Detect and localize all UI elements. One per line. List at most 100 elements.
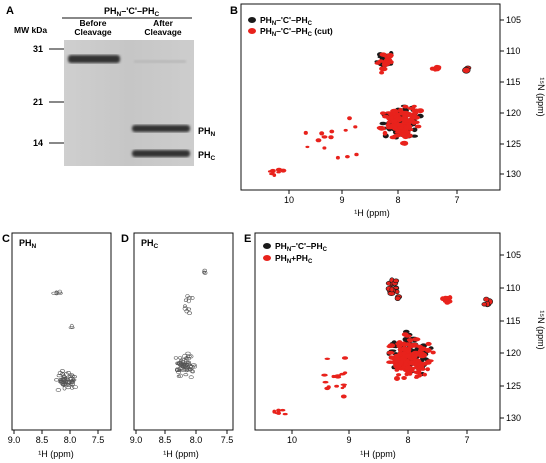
nmr-peak: [411, 120, 417, 125]
nmr-peak: [202, 271, 208, 275]
e-xtick-9: 9: [346, 435, 351, 445]
nmr-peak: [402, 104, 409, 109]
panel-e-frame: [254, 232, 501, 431]
nmr-peak: [68, 373, 74, 377]
panel-c: C PHN 9.0 8.5 8.0 7.5 ¹H (ppm): [2, 232, 112, 459]
nmr-peak: [445, 299, 453, 304]
nmr-peak: [182, 362, 187, 367]
gel-band-fusion: [68, 55, 120, 63]
nmr-peak: [387, 111, 393, 116]
nmr-peak: [392, 357, 401, 363]
nmr-peak: [400, 132, 408, 138]
nmr-peak: [383, 58, 389, 63]
e-y-label: ¹⁵N (ppm): [536, 310, 546, 349]
b-x-label: ¹H (ppm): [354, 208, 390, 218]
nmr-peak: [416, 344, 423, 349]
e-xtick-8: 8: [405, 435, 410, 445]
b-xtick-7: 7: [454, 195, 459, 205]
nmr-peak: [303, 130, 308, 135]
nmr-peak: [483, 296, 490, 302]
nmr-peak: [418, 365, 423, 370]
nmr-peak: [276, 408, 281, 413]
nmr-peak: [396, 373, 402, 377]
nmr-peak: [394, 376, 400, 381]
panel-c-letter: C: [2, 233, 10, 245]
b-ytick-125: 125: [506, 139, 521, 149]
nmr-peak: [280, 408, 286, 412]
e-ytick-110: 110: [506, 283, 520, 293]
panel-e-peaks: [272, 277, 494, 416]
nmr-peak: [405, 353, 412, 358]
nmr-peak: [173, 356, 178, 360]
nmr-peak: [395, 117, 404, 120]
legend-e-black-label: PHN–'C'–PHC: [275, 241, 328, 253]
nmr-peak: [56, 374, 63, 378]
nmr-peak: [321, 135, 328, 139]
nmr-peak: [272, 409, 277, 414]
nmr-peak: [399, 111, 407, 116]
mw-kda-label: MW kDa: [14, 25, 47, 35]
nmr-peak: [414, 375, 419, 379]
nmr-peak: [56, 291, 63, 295]
panel-b-y-axis: 105 110 115 120 125 130 ¹⁵N (ppm): [500, 15, 546, 179]
legend-e-red-marker: [263, 255, 271, 261]
panel-c-frame: [11, 232, 112, 431]
nmr-peak: [187, 367, 193, 372]
nmr-peak: [400, 347, 408, 352]
b-xtick-9: 9: [339, 195, 344, 205]
nmr-peak: [379, 66, 387, 72]
b-ytick-120: 120: [506, 108, 521, 118]
legend-b-red-label: PHN–'C'–PHC (cut): [260, 26, 333, 38]
b-ytick-110: 110: [506, 46, 520, 56]
nmr-peak: [331, 374, 337, 379]
nmr-peak: [69, 323, 74, 329]
panel-b-x-axis: 10 9 8 7 ¹H (ppm): [284, 190, 460, 218]
nmr-peak: [386, 120, 392, 125]
nmr-peak: [406, 338, 414, 342]
gel-band-faint: [134, 60, 186, 63]
panel-c-title: PHN: [19, 238, 37, 250]
d-xtick-9.0: 9.0: [130, 435, 143, 445]
nmr-peak: [183, 304, 187, 309]
panel-d-frame: [133, 232, 234, 431]
nmr-peak: [272, 173, 277, 178]
panel-b-letter: B: [230, 5, 238, 17]
panel-d: D PHC 9.0 8.5 8.0 7.5 ¹H (ppm): [121, 232, 234, 459]
nmr-peak: [72, 385, 78, 390]
nmr-peak: [379, 70, 385, 75]
d-xtick-8.5: 8.5: [159, 435, 172, 445]
nmr-peak: [184, 356, 188, 361]
nmr-peak: [319, 131, 325, 136]
e-xtick-7: 7: [464, 435, 469, 445]
nmr-peak: [55, 388, 62, 392]
nmr-peak: [188, 375, 194, 380]
nmr-peak: [418, 352, 425, 357]
nmr-peak: [411, 127, 418, 133]
legend-b-black-label: PHN–'C'–PHC: [260, 15, 313, 27]
nmr-peak: [405, 365, 413, 370]
panel-c-x-axis: 9.0 8.5 8.0 7.5 ¹H (ppm): [8, 430, 104, 459]
panel-e-y-axis: 105 110 115 120 125 130 ¹⁵N (ppm): [500, 250, 546, 423]
lane-before-label: Before Cleavage: [74, 18, 112, 37]
nmr-peak: [270, 168, 276, 172]
nmr-peak: [386, 350, 395, 355]
nmr-peak: [435, 67, 441, 72]
d-xtick-8.0: 8.0: [190, 435, 203, 445]
nmr-peak: [185, 351, 191, 355]
band-label-phn: PHN: [198, 126, 216, 138]
nmr-peak: [396, 344, 403, 349]
nmr-peak: [345, 155, 350, 159]
nmr-peak: [340, 383, 347, 386]
nmr-peak: [426, 359, 434, 363]
nmr-peak: [424, 347, 432, 353]
nmr-peak: [386, 53, 394, 58]
nmr-peak: [389, 286, 395, 293]
nmr-peak: [61, 381, 67, 386]
nmr-peak: [334, 374, 342, 377]
nmr-peak: [353, 125, 358, 129]
nmr-peak: [403, 362, 409, 367]
panel-e-x-axis: 10 9 8 7 ¹H (ppm): [287, 430, 470, 459]
mw-marker-21: 21: [33, 97, 43, 107]
gel-band-phc: [132, 150, 190, 157]
lane-after-label: After Cleavage: [144, 18, 182, 37]
